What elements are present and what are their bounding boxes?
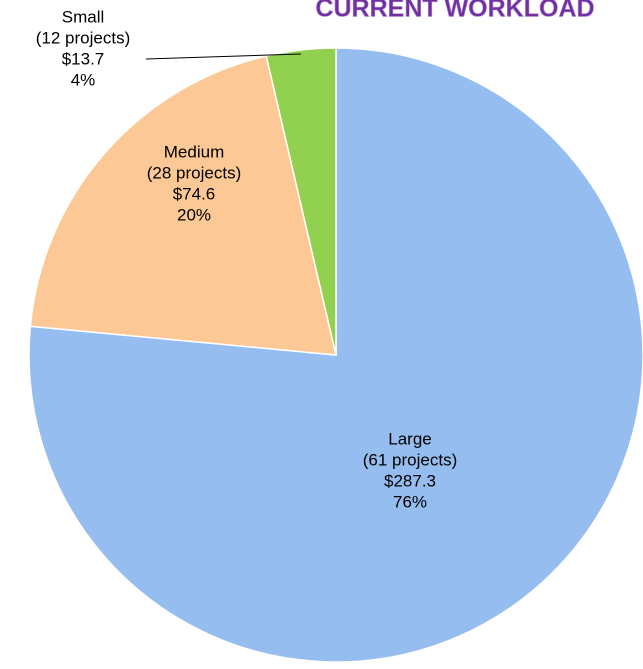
value-label: $287.3 <box>384 471 436 490</box>
value-label: $74.6 <box>173 184 216 203</box>
percent-label: 76% <box>393 492 427 511</box>
leader-line <box>145 53 302 60</box>
project-label: (28 projects) <box>147 163 241 182</box>
chart-title: CURRENT WORKLOAD <box>315 0 594 23</box>
pie-slice <box>29 55 337 356</box>
slice-label: Small <box>62 7 105 26</box>
project-label: (12 projects) <box>36 28 130 47</box>
value-label: $13.7 <box>62 49 105 68</box>
slice-label: Medium <box>164 142 224 161</box>
project-label: (61 projects) <box>363 450 457 469</box>
pie-slice <box>265 47 337 356</box>
slice-label: Large <box>388 429 431 448</box>
percent-label: 20% <box>177 205 211 224</box>
percent-label: 4% <box>71 70 96 89</box>
pie-slice <box>28 47 643 663</box>
